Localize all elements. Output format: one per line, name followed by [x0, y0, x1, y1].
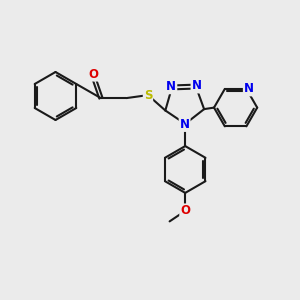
- Text: O: O: [88, 68, 98, 81]
- Text: N: N: [191, 80, 202, 92]
- Text: N: N: [166, 80, 176, 93]
- Text: O: O: [180, 204, 190, 218]
- Text: N: N: [180, 118, 190, 131]
- Text: S: S: [144, 88, 152, 102]
- Text: N: N: [244, 82, 254, 95]
